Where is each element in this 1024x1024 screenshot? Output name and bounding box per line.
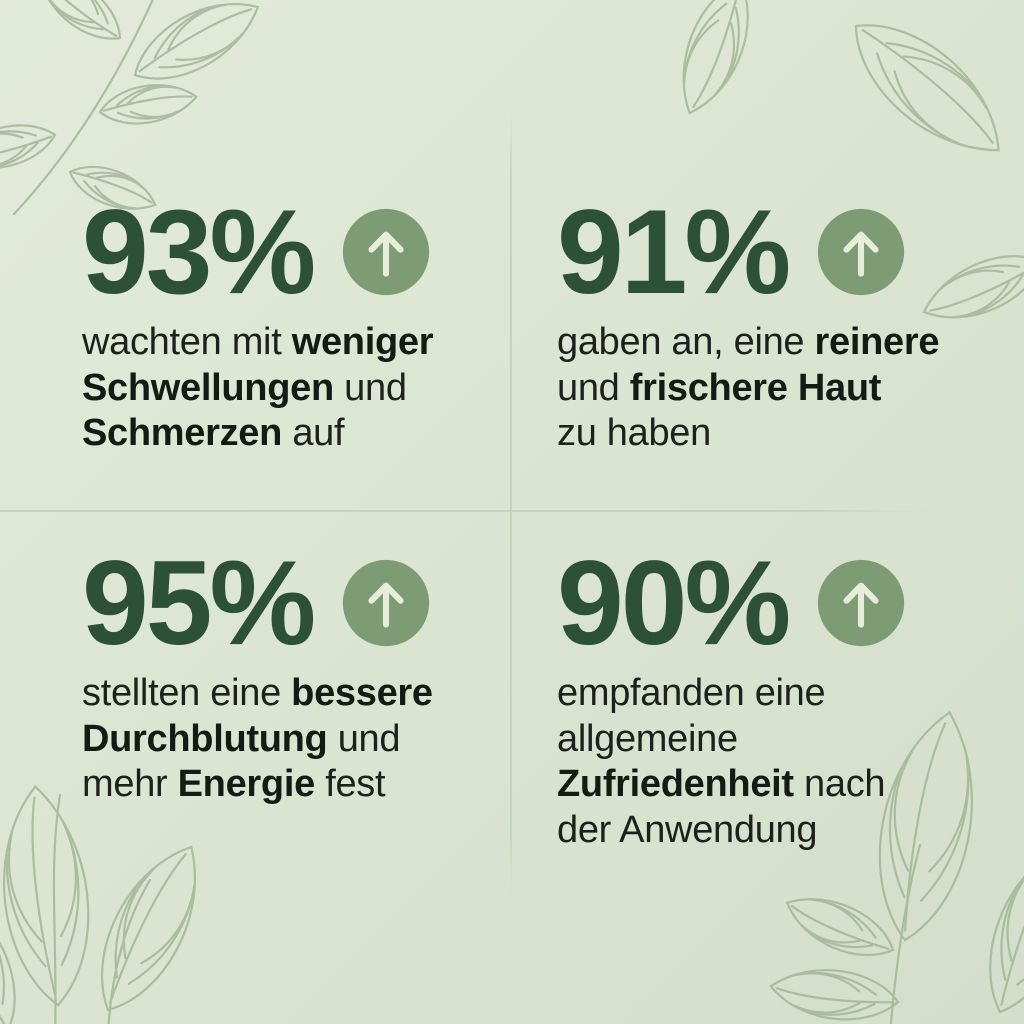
stat-text-line: der Anwendung [557, 808, 818, 851]
stat-text-line: Schwellungen und [82, 366, 407, 409]
stat-header: 95% [82, 543, 502, 663]
stat-header: 91% [557, 192, 1002, 312]
divider-horizontal [0, 510, 934, 512]
stat-description: gaben an, eine reinere und frischere Haut… [557, 320, 1002, 457]
stat-header: 90% [557, 543, 1002, 663]
stat-text-line: Schmerzen auf [82, 412, 345, 455]
arrow-up-icon [816, 558, 906, 648]
stat-text-line: zu haben [557, 412, 711, 455]
stat-bottom-right: 90% empfanden eine allgemeine Zufriedenhei… [557, 543, 1002, 853]
stat-text-line: empfanden eine [557, 672, 826, 714]
stat-percentage: 93% [82, 185, 316, 319]
stat-text-line: gaben an, eine reinere [557, 321, 940, 363]
arrow-up-icon [341, 207, 431, 297]
stat-description: stellten eine bessere Durchblutung und meh… [82, 671, 502, 808]
arrow-up-icon [341, 558, 431, 648]
stat-text-line: stellten eine bessere [82, 672, 433, 714]
stat-top-left: 93% wachten mit weniger Schwellungen und S… [82, 192, 502, 457]
stat-text-line: Zufriedenheit nach [557, 763, 886, 806]
leaf-branch-bottom-right [766, 704, 1024, 1024]
stat-bottom-left: 95% stellten eine bessere Durchblutung un… [82, 543, 502, 808]
stat-top-right: 91% gaben an, eine reinere und frischere … [557, 192, 1002, 457]
leaf-branch-bottom-left [0, 780, 225, 1024]
stat-percentage: 90% [557, 536, 791, 670]
stat-percentage: 91% [557, 185, 791, 319]
stat-text-line: mehr Energie fest [82, 763, 386, 806]
stat-text-line: wachten mit weniger [82, 321, 434, 363]
leaf-branch-top-left [0, 0, 272, 223]
arrow-up-icon [816, 207, 906, 297]
divider-vertical [510, 112, 512, 896]
stat-text-line: und frischere Haut [557, 366, 882, 409]
stat-text-line: Durchblutung und [82, 717, 401, 760]
stat-text-line: allgemeine [557, 717, 738, 760]
stat-description: empfanden eine allgemeine Zufriedenheit na… [557, 671, 1002, 853]
stat-description: wachten mit weniger Schwellungen und Schme… [82, 320, 502, 457]
stat-header: 93% [82, 192, 502, 312]
stat-percentage: 95% [82, 536, 316, 670]
